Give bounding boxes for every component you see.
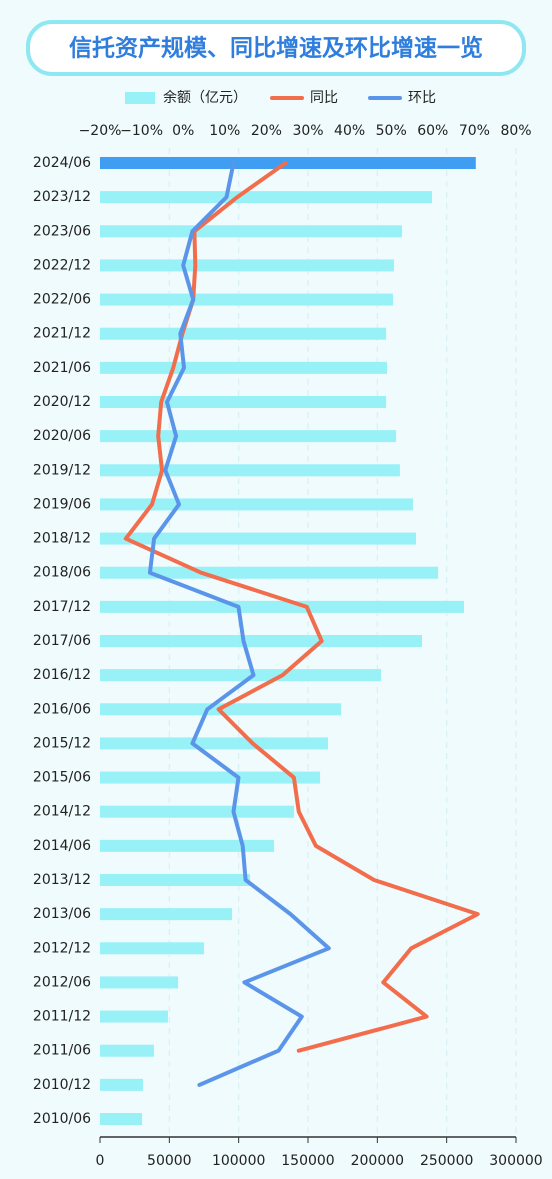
y-tick-label: 2019/12 — [33, 462, 91, 478]
y-tick-label: 2010/12 — [33, 1077, 91, 1093]
bar — [100, 908, 233, 921]
legend-swatch — [125, 92, 155, 104]
y-tick-label: 2017/12 — [33, 599, 91, 615]
bar — [100, 361, 388, 374]
bar — [100, 225, 403, 238]
y-tick-label: 2023/06 — [33, 223, 91, 239]
bar — [100, 396, 387, 408]
bar — [100, 259, 394, 272]
y-tick-label: 2010/06 — [33, 1111, 91, 1127]
bar — [100, 805, 294, 818]
y-tick-label: 2013/12 — [33, 872, 91, 888]
bar — [100, 976, 179, 989]
bar — [100, 771, 321, 784]
y-tick-label: 2022/12 — [33, 257, 91, 273]
x-tick-label: 50000 — [147, 1153, 192, 1169]
y-tick-label: 2018/06 — [33, 565, 91, 581]
bar — [100, 1010, 168, 1023]
y-tick-label: 2020/06 — [33, 428, 91, 444]
y-tick-label: 2021/06 — [33, 360, 91, 376]
bar — [100, 839, 275, 852]
bar — [100, 600, 464, 613]
x-tick-label: 250000 — [420, 1153, 473, 1169]
x2-tick-label: −20% — [79, 123, 122, 139]
x2-tick-label: 70% — [459, 123, 490, 139]
y-tick-label: 2017/06 — [33, 633, 91, 649]
y-tick-label: 2016/12 — [33, 667, 91, 683]
bar — [100, 1078, 143, 1091]
y-tick-label: 2023/12 — [33, 189, 91, 205]
x2-tick-label: 80% — [500, 123, 531, 139]
x2-tick-label: 50% — [376, 123, 407, 139]
y-tick-label: 2011/06 — [33, 1043, 91, 1059]
y-tick-label: 2018/12 — [33, 531, 91, 547]
line — [147, 161, 331, 1087]
x-tick-label: 200000 — [351, 1153, 404, 1169]
x2-tick-label: 10% — [209, 123, 240, 139]
y-tick-label: 2021/12 — [33, 326, 91, 342]
x-tick-label: 100000 — [212, 1153, 265, 1169]
legend-label: 同比 — [310, 90, 338, 106]
bar — [100, 327, 387, 340]
y-tick-label: 2013/06 — [33, 906, 91, 922]
y-tick-label: 2022/06 — [33, 292, 91, 308]
bar — [100, 293, 394, 306]
y-tick-label: 2020/12 — [33, 394, 91, 410]
x-tick-label: 0 — [96, 1153, 105, 1169]
title-box — [26, 20, 526, 76]
x2-tick-label: 30% — [292, 123, 323, 139]
bar — [100, 737, 328, 750]
legend-label: 余额（亿元） — [163, 89, 247, 106]
bar — [100, 191, 432, 204]
x-tick-label: 150000 — [281, 1153, 334, 1169]
y-tick-label: 2012/12 — [33, 940, 91, 956]
bar — [100, 874, 251, 886]
y-tick-label: 2019/06 — [33, 496, 91, 512]
bar — [100, 464, 400, 477]
y-tick-label: 2024/06 — [33, 155, 91, 171]
bar — [100, 532, 417, 545]
x2-tick-label: 0% — [172, 123, 194, 139]
x2-tick-label: 60% — [417, 123, 448, 139]
x2-tick-label: −10% — [120, 123, 163, 139]
bar — [100, 942, 204, 955]
chart-title: 信托资产规模、同比增速及环比增速一览 — [69, 35, 483, 62]
bar — [100, 157, 476, 169]
bar — [100, 430, 397, 443]
x2-tick-label: 40% — [334, 123, 365, 139]
bar — [100, 566, 439, 579]
y-tick-label: 2016/06 — [33, 701, 91, 717]
bar — [100, 1113, 143, 1125]
legend-label: 环比 — [408, 90, 436, 106]
y-tick-label: 2014/06 — [33, 838, 91, 854]
bar — [100, 669, 381, 682]
y-tick-label: 2012/06 — [33, 974, 91, 990]
y-tick-label: 2011/12 — [33, 1009, 91, 1025]
y-tick-label: 2014/12 — [33, 804, 91, 820]
y-tick-label: 2015/12 — [33, 735, 91, 751]
bar — [100, 1044, 154, 1057]
x2-tick-label: 20% — [251, 123, 282, 139]
x-tick-label: 300000 — [489, 1153, 542, 1169]
y-tick-label: 2015/06 — [33, 770, 91, 786]
bar — [100, 635, 422, 647]
